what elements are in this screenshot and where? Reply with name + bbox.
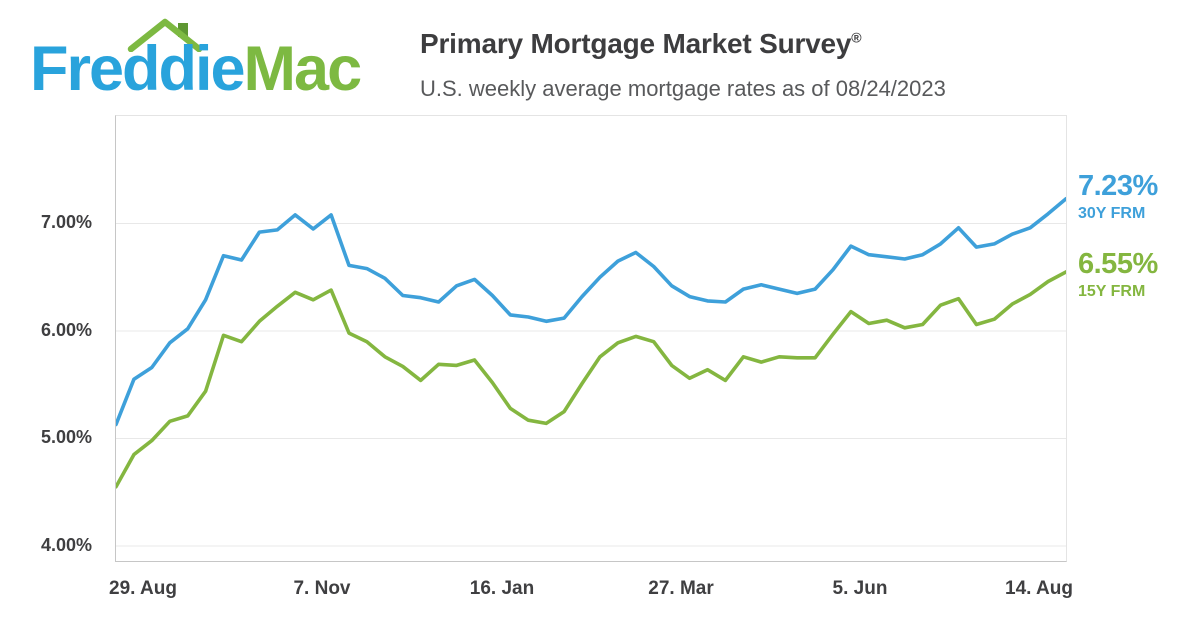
roof-shape: [127, 18, 203, 52]
logo-text-mac: Mac: [243, 34, 363, 104]
x-axis-label-5: 5. Jun: [832, 578, 888, 599]
x-axis-label-2: 7. Nov: [293, 578, 351, 599]
page-title: Primary Mortgage Market Survey®: [420, 28, 862, 60]
logo-text-freddie: Freddie: [30, 34, 246, 104]
x-axis-label-4: 27. Mar: [648, 578, 714, 599]
series-line-15y-frm: [116, 270, 1066, 489]
x-axis-label-1: 29. Aug: [109, 578, 177, 599]
y-axis-label-4: 4.00%: [40, 535, 92, 555]
series-line-30y-frm: [116, 197, 1066, 427]
rate-callout-30y-value: 7.23%: [1078, 170, 1158, 202]
x-axis-label-3: 16. Jan: [469, 578, 535, 599]
rates-line-chart: [116, 197, 1066, 547]
freddie-mac-logo: FreddieMac: [30, 14, 410, 110]
rate-callout-30y-label: 30Y FRM: [1078, 205, 1146, 222]
x-axis-label-6: 14. Aug: [1005, 578, 1073, 599]
page-title-text: Primary Mortgage Market Survey: [420, 28, 852, 59]
house-icon: [127, 18, 203, 52]
page-subtitle: U.S. weekly average mortgage rates as of…: [420, 76, 946, 101]
logo-text: FreddieMac: [30, 38, 362, 101]
y-axis-label-6: 6.00%: [40, 320, 92, 340]
registered-mark: ®: [851, 29, 862, 46]
y-axis-label-7: 7.00%: [40, 212, 92, 232]
chart-plot-area: [115, 115, 1067, 562]
y-axis-label-5: 5.00%: [40, 427, 92, 447]
chimney-shape: [178, 23, 188, 37]
rate-callout-15y-label: 15Y FRM: [1078, 283, 1146, 300]
rate-callout-15y-value: 6.55%: [1078, 248, 1158, 280]
